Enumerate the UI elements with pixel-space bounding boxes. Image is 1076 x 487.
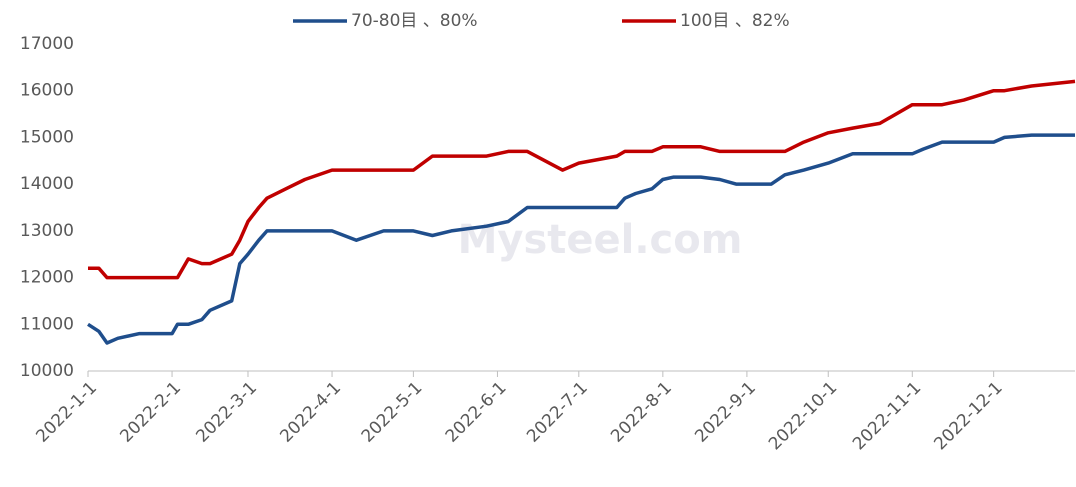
x-tick-label: 2022-8-1 <box>607 378 676 447</box>
y-tick-label: 13000 <box>20 221 74 241</box>
x-tick-label: 2022-10-1 <box>765 378 841 454</box>
x-tick-label: 2022-12-1 <box>930 378 1006 454</box>
x-tick-label: 2022-1-1 <box>32 378 101 447</box>
x-tick-label: 2022-6-1 <box>442 378 511 447</box>
y-tick-label: 12000 <box>20 268 74 288</box>
x-tick-label: 2022-11-1 <box>849 378 925 454</box>
x-tick-label: 2022-4-1 <box>276 378 345 447</box>
y-tick-label: 16000 <box>20 81 74 101</box>
legend-label: 70-80目 、80% <box>351 11 478 31</box>
y-tick-label: 10000 <box>20 361 74 381</box>
y-tick-label: 14000 <box>20 174 74 194</box>
x-tick-label: 2022-5-1 <box>358 378 427 447</box>
x-tick-label: 2022-7-1 <box>523 378 592 447</box>
x-tick-label: 2022-3-1 <box>192 378 261 447</box>
y-tick-label: 11000 <box>20 314 74 334</box>
y-tick-label: 15000 <box>20 127 74 147</box>
x-tick-label: 2022-2-1 <box>116 378 185 447</box>
watermark: Mysteel.com <box>458 217 743 263</box>
y-tick-label: 17000 <box>20 34 74 54</box>
legend-label: 100目 、82% <box>680 11 790 31</box>
series-line <box>87 133 1075 345</box>
x-tick-label: 2022-9-1 <box>691 378 760 447</box>
series-line <box>88 79 1076 280</box>
